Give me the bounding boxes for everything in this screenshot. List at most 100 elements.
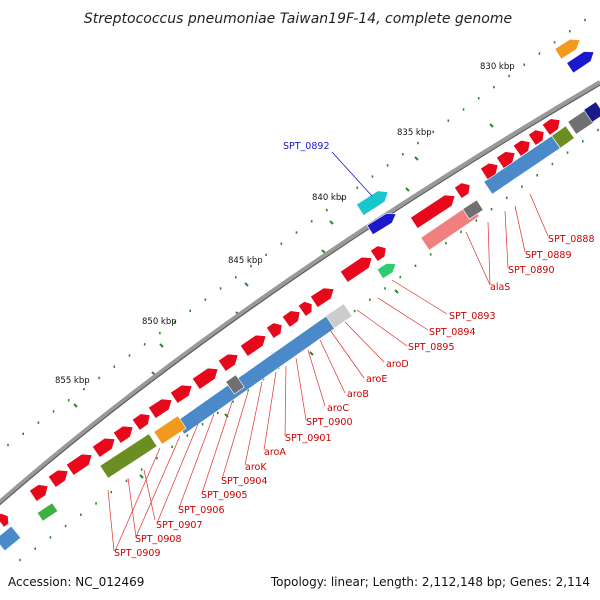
gene-labels: SPT_0888 SPT_0889 SPT_0890 alaS SPT_0893… [114, 141, 595, 559]
label-connector [156, 423, 199, 524]
ruler-dot [353, 309, 356, 313]
gene-label[interactable]: SPT_0901 [285, 433, 332, 444]
label-connector [319, 339, 346, 394]
gene-arrow [369, 245, 387, 262]
ruler-dot [159, 331, 161, 335]
ruler-dot [295, 231, 298, 234]
label-connector [504, 210, 509, 269]
label-connector [344, 321, 385, 363]
gene-label[interactable]: SPT_0905 [201, 490, 248, 501]
accession-text: Accession: NC_012469 [8, 575, 144, 589]
gene-arrow [512, 139, 531, 157]
genome-backbone [0, 80, 600, 506]
ruler-dot [553, 41, 556, 44]
label-connector [391, 279, 448, 315]
gene-label[interactable]: aroB [347, 389, 369, 400]
ruler-dot [201, 423, 204, 426]
gene-label[interactable]: SPT_0893 [449, 311, 496, 322]
dotted-rulers [7, 18, 599, 562]
kbp-label: 850 kbp [142, 317, 177, 327]
ruler-dot [432, 130, 434, 134]
gene-label[interactable]: SPT_0907 [156, 520, 203, 531]
gene-label[interactable]: aroD [386, 359, 409, 370]
gene-arrow [480, 162, 499, 180]
gene-label-highlight[interactable]: SPT_0892 [283, 141, 330, 152]
ruler-dot [460, 230, 462, 234]
kbp-tick [321, 249, 326, 254]
ruler-dot [505, 196, 508, 200]
kbp-label: 840 kbp [312, 193, 347, 203]
gene-arrow [191, 367, 219, 390]
ruler-dot [462, 108, 465, 111]
ruler-dot [445, 241, 447, 245]
gene-arrow [91, 437, 116, 458]
ruler-dot [551, 162, 554, 166]
ruler-dot [7, 443, 9, 447]
gene-label[interactable]: SPT_0889 [525, 250, 572, 261]
other-feature-bar [462, 199, 484, 220]
gene-arrow-highlight [356, 190, 389, 216]
ruler-dot [523, 63, 526, 66]
ruler-dot [429, 253, 432, 256]
gene-arrow [0, 512, 10, 528]
label-connector [143, 469, 156, 521]
kbp-labels: 830 kbp 835 kbp 840 kbp 845 kbp 850 kbp … [55, 62, 515, 386]
ruler-dot [247, 389, 249, 392]
gene-label[interactable]: SPT_0908 [135, 534, 182, 545]
label-connector [107, 489, 115, 552]
gene-label[interactable]: alaS [490, 282, 510, 293]
minor-tick [394, 289, 399, 294]
ruler-dot [22, 432, 24, 436]
gene-arrow [28, 484, 49, 502]
ruler-dot [447, 119, 450, 122]
minor-tick [414, 156, 419, 161]
ruler-dot [597, 128, 599, 132]
ruler-dot [280, 242, 283, 245]
gene-label[interactable]: SPT_0890 [508, 265, 555, 276]
gene-label[interactable]: SPT_0895 [408, 342, 455, 353]
ruler-dot [490, 208, 493, 211]
ruler-dot [508, 74, 510, 78]
gene-arrow [541, 118, 561, 136]
gene-label[interactable]: SPT_0909 [114, 548, 161, 559]
gene-label[interactable]: SPT_0904 [221, 476, 268, 487]
gene-arrow [310, 287, 335, 308]
gene-arrow [148, 398, 173, 419]
minor-tick [139, 474, 144, 479]
minor-tick [159, 343, 164, 348]
gene-label[interactable]: SPT_0900 [306, 417, 353, 428]
ruler-dot [113, 365, 116, 368]
map-title: Streptococcus pneumoniae Taiwan19F-14, c… [84, 11, 512, 27]
ruler-dot [49, 536, 52, 539]
label-connector [295, 357, 307, 421]
gene-label[interactable]: aroA [264, 447, 286, 458]
ruler-dot [83, 387, 85, 391]
ruler-dot [125, 479, 128, 482]
other-feature-bar [153, 415, 187, 445]
ruler-dot [156, 456, 158, 460]
gene-label[interactable]: aroK [245, 462, 267, 473]
label-connector [201, 401, 233, 494]
gene-label[interactable]: SPT_0894 [429, 327, 476, 338]
ruler-dot [326, 208, 328, 212]
gene-label[interactable]: aroE [366, 374, 387, 385]
ruler-dot [140, 468, 143, 471]
gene-label[interactable]: SPT_0906 [178, 505, 225, 516]
ruler-dot [475, 219, 478, 222]
gene-label[interactable]: aroC [327, 403, 349, 414]
gene-arrow [495, 151, 516, 169]
genome-summary-text: Topology: linear; Length: 2,112,148 bp; … [270, 575, 590, 589]
kbp-label: 835 kbp [397, 128, 432, 138]
ruler-dot [369, 298, 371, 301]
ruler-dot [189, 309, 192, 312]
ruler-dot [521, 185, 523, 188]
ruler-dot [128, 354, 131, 357]
other-feature-bar [583, 101, 600, 123]
ruler-dot [219, 287, 222, 290]
other-feature-bar [325, 303, 353, 329]
label-connector [529, 193, 549, 237]
reverse-cds-bar [175, 305, 350, 435]
gene-label[interactable]: SPT_0888 [548, 234, 595, 245]
minor-tick [309, 351, 314, 356]
gene-arrow [239, 334, 267, 357]
